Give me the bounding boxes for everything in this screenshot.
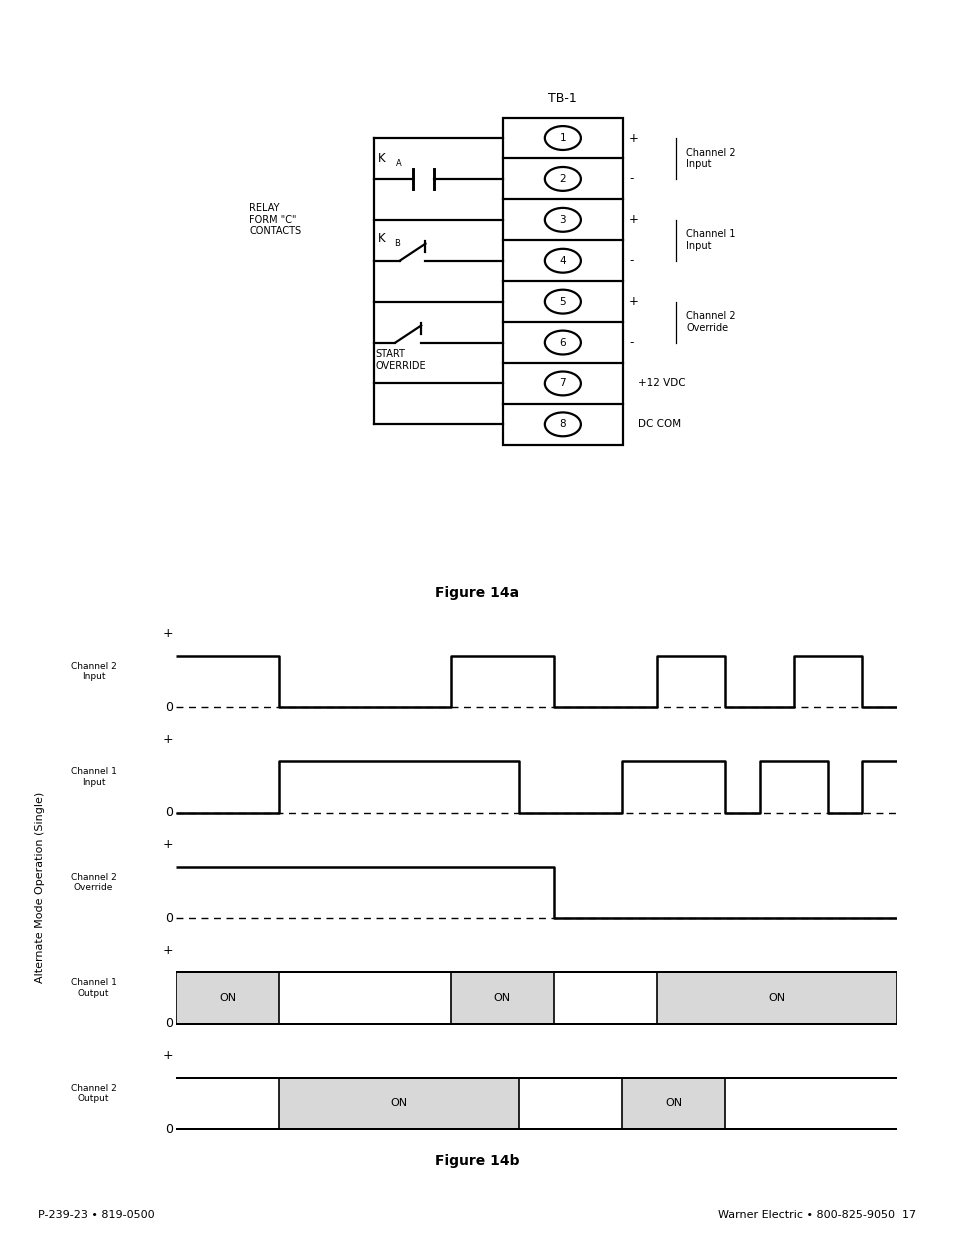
Text: Figure 14b: Figure 14b bbox=[435, 1153, 518, 1168]
Text: ON: ON bbox=[391, 1098, 408, 1109]
Text: -: - bbox=[628, 254, 633, 267]
Text: +: + bbox=[162, 839, 172, 851]
Text: +: + bbox=[162, 627, 172, 641]
Text: DC COM: DC COM bbox=[638, 420, 680, 430]
Text: +: + bbox=[162, 732, 172, 746]
Text: +: + bbox=[162, 1050, 172, 1062]
Bar bbox=[176, 972, 279, 1024]
Text: A: A bbox=[395, 158, 401, 168]
Text: +: + bbox=[628, 295, 639, 309]
Text: Channel 2
Override: Channel 2 Override bbox=[71, 873, 116, 892]
Text: 5: 5 bbox=[559, 296, 565, 306]
Text: Figure 14a: Figure 14a bbox=[435, 587, 518, 600]
Text: ON: ON bbox=[494, 993, 511, 1003]
Text: Channel 2
Input: Channel 2 Input bbox=[686, 148, 736, 169]
Text: 8: 8 bbox=[559, 420, 565, 430]
Text: K: K bbox=[377, 232, 385, 245]
Text: +12 VDC: +12 VDC bbox=[638, 378, 685, 389]
Text: Alternate Mode Operation (Single): Alternate Mode Operation (Single) bbox=[35, 792, 45, 983]
Text: B: B bbox=[395, 240, 400, 248]
Circle shape bbox=[544, 248, 580, 273]
Text: Channel 1
Input: Channel 1 Input bbox=[71, 767, 116, 787]
Circle shape bbox=[544, 167, 580, 191]
Text: 0: 0 bbox=[165, 700, 172, 714]
Text: +: + bbox=[628, 214, 639, 226]
Text: 1: 1 bbox=[559, 133, 565, 143]
Text: 0: 0 bbox=[165, 1018, 172, 1030]
Bar bbox=[656, 972, 896, 1024]
Text: Channel 2
Output: Channel 2 Output bbox=[71, 1083, 116, 1103]
Text: ON: ON bbox=[219, 993, 236, 1003]
Text: Channel 2
Input: Channel 2 Input bbox=[71, 662, 116, 682]
Circle shape bbox=[544, 372, 580, 395]
Text: 3: 3 bbox=[559, 215, 565, 225]
Text: 6: 6 bbox=[559, 337, 565, 347]
Text: RELAY
FORM "C"
CONTACTS: RELAY FORM "C" CONTACTS bbox=[249, 204, 301, 236]
Text: 0: 0 bbox=[165, 806, 172, 819]
Circle shape bbox=[544, 412, 580, 436]
Text: 0: 0 bbox=[165, 1123, 172, 1136]
Text: +: + bbox=[162, 944, 172, 957]
Text: ON: ON bbox=[767, 993, 784, 1003]
Bar bbox=[451, 972, 553, 1024]
Bar bbox=[621, 1078, 724, 1129]
Text: 2: 2 bbox=[559, 174, 565, 184]
Circle shape bbox=[544, 290, 580, 314]
Text: 4: 4 bbox=[559, 256, 565, 266]
Text: 0: 0 bbox=[165, 911, 172, 925]
Circle shape bbox=[544, 126, 580, 149]
Text: Channel 1
Output: Channel 1 Output bbox=[71, 978, 116, 998]
Text: ON: ON bbox=[664, 1098, 681, 1109]
Circle shape bbox=[544, 207, 580, 232]
Text: START
OVERRIDE: START OVERRIDE bbox=[375, 350, 426, 370]
Text: -: - bbox=[628, 173, 633, 185]
Text: P-239-23 • 819-0500: P-239-23 • 819-0500 bbox=[38, 1210, 154, 1220]
Text: +: + bbox=[628, 131, 639, 144]
Text: Channel 1
Input: Channel 1 Input bbox=[686, 230, 735, 251]
Circle shape bbox=[544, 331, 580, 354]
Text: Warner Electric • 800-825-9050  17: Warner Electric • 800-825-9050 17 bbox=[717, 1210, 915, 1220]
Bar bbox=[279, 1078, 519, 1129]
Text: TB-1: TB-1 bbox=[548, 93, 577, 105]
Bar bbox=[502, 117, 622, 445]
Text: 7: 7 bbox=[559, 378, 565, 389]
Text: K: K bbox=[377, 152, 385, 164]
Text: -: - bbox=[628, 336, 633, 350]
Text: Channel 2
Override: Channel 2 Override bbox=[686, 311, 736, 333]
